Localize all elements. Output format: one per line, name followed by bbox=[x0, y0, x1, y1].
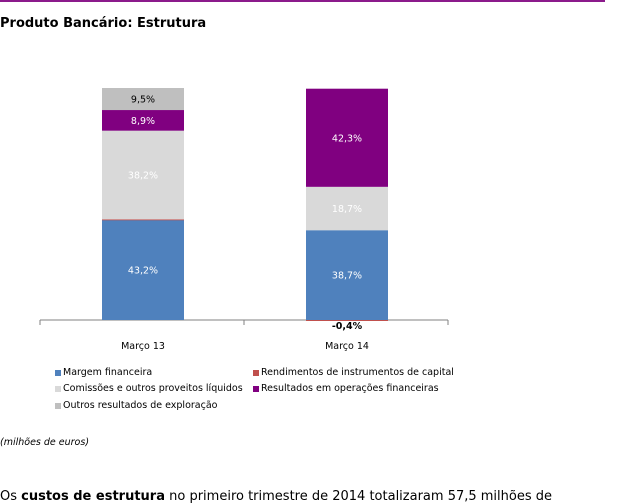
data-label-1-0: 38,7% bbox=[332, 271, 362, 282]
legend-item-rendimentos: Rendimentos de instrumentos de capital bbox=[253, 367, 454, 378]
data-label-0-0: 43,2% bbox=[128, 265, 158, 276]
chart-title: Produto Bancário: Estrutura bbox=[0, 16, 207, 31]
body-paragraph: Os custos de estrutura no primeiro trime… bbox=[0, 489, 605, 504]
bar-segment-0-1 bbox=[102, 219, 184, 221]
top-rule bbox=[0, 0, 605, 2]
bar-segment-0-3 bbox=[102, 110, 184, 131]
legend-label-rendimentos: Rendimentos de instrumentos de capital bbox=[261, 367, 454, 378]
legend-label-outros: Outros resultados de exploração bbox=[63, 400, 218, 411]
legend-swatch-outros bbox=[55, 402, 61, 409]
data-label-0-2: 38,2% bbox=[128, 171, 158, 182]
legend-swatch-comissoes bbox=[55, 385, 61, 392]
bar-segment-0-0 bbox=[102, 219, 184, 320]
bar-segment-1-1 bbox=[306, 320, 388, 321]
legend-item-resultados: Resultados em operações financeiras bbox=[253, 383, 439, 394]
legend-item-comissoes: Comissões e outros proveitos líquidos bbox=[55, 383, 243, 394]
x-tick-label-0: Março 13 bbox=[121, 341, 165, 352]
x-tick-label-1: Março 14 bbox=[325, 341, 369, 352]
bar-segment-1-2 bbox=[306, 186, 388, 231]
bar-segment-1-3 bbox=[306, 88, 388, 187]
data-label-1-1: -0,4% bbox=[332, 321, 363, 332]
legend-swatch-margem bbox=[55, 369, 61, 376]
bar-segment-0-4 bbox=[102, 88, 184, 111]
body-bold-term: custos de estrutura bbox=[21, 489, 165, 504]
data-label-0-4: 9,5% bbox=[131, 95, 155, 106]
data-label-0-3: 8,9% bbox=[131, 116, 155, 127]
legend-label-comissoes: Comissões e outros proveitos líquidos bbox=[63, 383, 243, 394]
legend-item-margem: Margem financeira bbox=[55, 367, 152, 378]
legend-swatch-rendimentos bbox=[253, 369, 259, 376]
legend-label-margem: Margem financeira bbox=[63, 367, 153, 378]
data-label-1-3: 42,3% bbox=[332, 133, 362, 144]
bar-segment-1-0 bbox=[306, 230, 388, 320]
legend-item-outros: Outros resultados de exploração bbox=[55, 400, 217, 411]
body-prefix: Os bbox=[0, 489, 22, 504]
data-label-1-2: 18,7% bbox=[332, 204, 362, 215]
stacked-bar-chart: 43,2% 38,2% 8,9% 9,5% Março 13 38,7% -0,4% 18,7… bbox=[39, 88, 449, 352]
bar-segment-0-2 bbox=[102, 130, 184, 220]
legend-swatch-resultados bbox=[253, 385, 259, 392]
unit-note: (milhões de euros) bbox=[0, 437, 90, 448]
body-rest: no primeiro trimestre de 2014 totalizara… bbox=[165, 489, 553, 504]
legend-label-resultados: Resultados em operações financeiras bbox=[261, 383, 439, 394]
